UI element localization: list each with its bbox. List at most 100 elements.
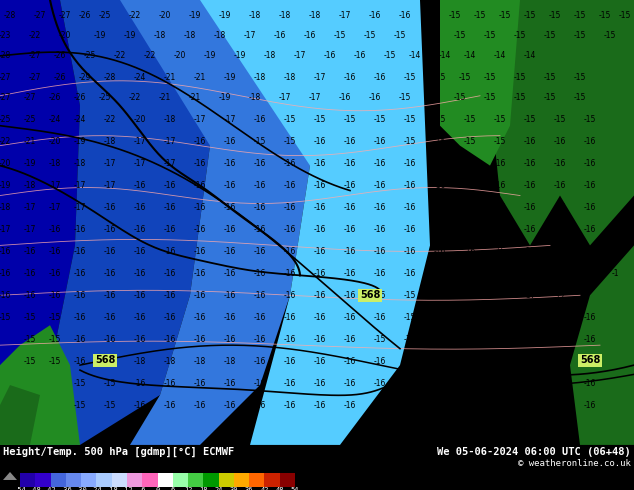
Text: -15: -15	[74, 400, 86, 410]
Text: -16: -16	[194, 137, 206, 146]
Text: -15: -15	[514, 74, 526, 82]
Text: -27: -27	[34, 11, 46, 21]
Text: -16: -16	[254, 203, 266, 212]
Polygon shape	[0, 0, 210, 445]
Text: -26: -26	[49, 93, 61, 102]
Text: -6: -6	[138, 488, 146, 490]
Text: -18: -18	[74, 159, 86, 168]
Text: -15: -15	[399, 93, 411, 102]
Text: -16: -16	[284, 313, 296, 322]
Text: -16: -16	[284, 269, 296, 278]
Text: -16: -16	[554, 137, 566, 146]
Text: -16: -16	[314, 159, 326, 168]
Text: -22: -22	[104, 115, 116, 124]
Text: -16: -16	[314, 247, 326, 256]
Text: -22: -22	[129, 93, 141, 102]
Text: 568: 568	[95, 355, 115, 365]
Text: -16: -16	[104, 225, 116, 234]
Text: -15: -15	[464, 115, 476, 124]
Text: -16: -16	[374, 74, 386, 82]
Text: -16: -16	[284, 335, 296, 343]
Text: -15: -15	[434, 115, 446, 124]
Text: -15: -15	[554, 379, 566, 388]
Text: -15: -15	[49, 357, 61, 366]
Text: -16: -16	[344, 313, 356, 322]
Text: -19: -19	[0, 181, 11, 190]
Text: 568: 568	[360, 290, 380, 300]
Text: -17: -17	[24, 225, 36, 234]
Text: -17: -17	[134, 137, 146, 146]
Text: -16: -16	[464, 247, 476, 256]
Bar	[280, 473, 295, 487]
Text: -54: -54	[13, 488, 27, 490]
Text: 54: 54	[291, 488, 299, 490]
Text: -20: -20	[49, 137, 61, 146]
Text: -16: -16	[134, 247, 146, 256]
Text: 36: 36	[245, 488, 254, 490]
Text: -16: -16	[494, 313, 506, 322]
Text: -16: -16	[344, 247, 356, 256]
Text: -16: -16	[164, 400, 176, 410]
Text: -16: -16	[324, 51, 336, 60]
Text: -24: -24	[90, 488, 103, 490]
Text: -15: -15	[494, 115, 506, 124]
Text: -17: -17	[309, 93, 321, 102]
Text: -16: -16	[524, 159, 536, 168]
Bar	[264, 473, 280, 487]
Text: -15: -15	[374, 115, 386, 124]
Text: -15: -15	[544, 31, 556, 40]
Text: -16: -16	[464, 181, 476, 190]
Text: -18: -18	[164, 115, 176, 124]
Text: -16: -16	[464, 335, 476, 343]
Text: -20: -20	[0, 159, 11, 168]
Text: -16: -16	[494, 357, 506, 366]
Text: -16: -16	[254, 379, 266, 388]
Text: -15: -15	[484, 31, 496, 40]
Text: -16: -16	[494, 225, 506, 234]
Text: -16: -16	[404, 357, 416, 366]
Text: -16: -16	[374, 357, 386, 366]
Text: -16: -16	[194, 269, 206, 278]
Text: -18: -18	[0, 203, 11, 212]
Text: -15: -15	[544, 74, 556, 82]
Text: -16: -16	[554, 357, 566, 366]
Text: -16: -16	[494, 379, 506, 388]
Text: -16: -16	[434, 379, 446, 388]
Text: -15: -15	[464, 137, 476, 146]
Text: -20: -20	[134, 115, 146, 124]
Text: -15: -15	[404, 74, 416, 82]
Text: -16: -16	[254, 247, 266, 256]
Text: -16: -16	[554, 203, 566, 212]
Text: -16: -16	[134, 269, 146, 278]
Text: -16: -16	[104, 269, 116, 278]
Bar	[20, 473, 36, 487]
Text: -17: -17	[584, 247, 596, 256]
Text: -16: -16	[374, 247, 386, 256]
Text: -15: -15	[514, 93, 526, 102]
Text: -17: -17	[554, 269, 566, 278]
Text: -15: -15	[584, 115, 596, 124]
Text: 48: 48	[275, 488, 284, 490]
Text: -16: -16	[24, 247, 36, 256]
Text: -16: -16	[74, 335, 86, 343]
Text: -16: -16	[224, 379, 236, 388]
Text: -16: -16	[314, 400, 326, 410]
Text: -17: -17	[339, 11, 351, 21]
Text: -16: -16	[134, 225, 146, 234]
Text: -25: -25	[99, 11, 111, 21]
Text: -14: -14	[409, 51, 421, 60]
Text: -16: -16	[464, 269, 476, 278]
Text: -16: -16	[344, 379, 356, 388]
Text: -15: -15	[374, 335, 386, 343]
Text: -16: -16	[254, 269, 266, 278]
Text: -15: -15	[284, 115, 296, 124]
Text: -27: -27	[59, 11, 71, 21]
Text: -16: -16	[344, 357, 356, 366]
Polygon shape	[200, 0, 430, 445]
Text: -16: -16	[494, 247, 506, 256]
Bar	[112, 473, 127, 487]
Polygon shape	[0, 0, 80, 445]
Text: -22: -22	[29, 31, 41, 40]
Text: -24: -24	[134, 74, 146, 82]
Text: -15: -15	[459, 74, 471, 82]
